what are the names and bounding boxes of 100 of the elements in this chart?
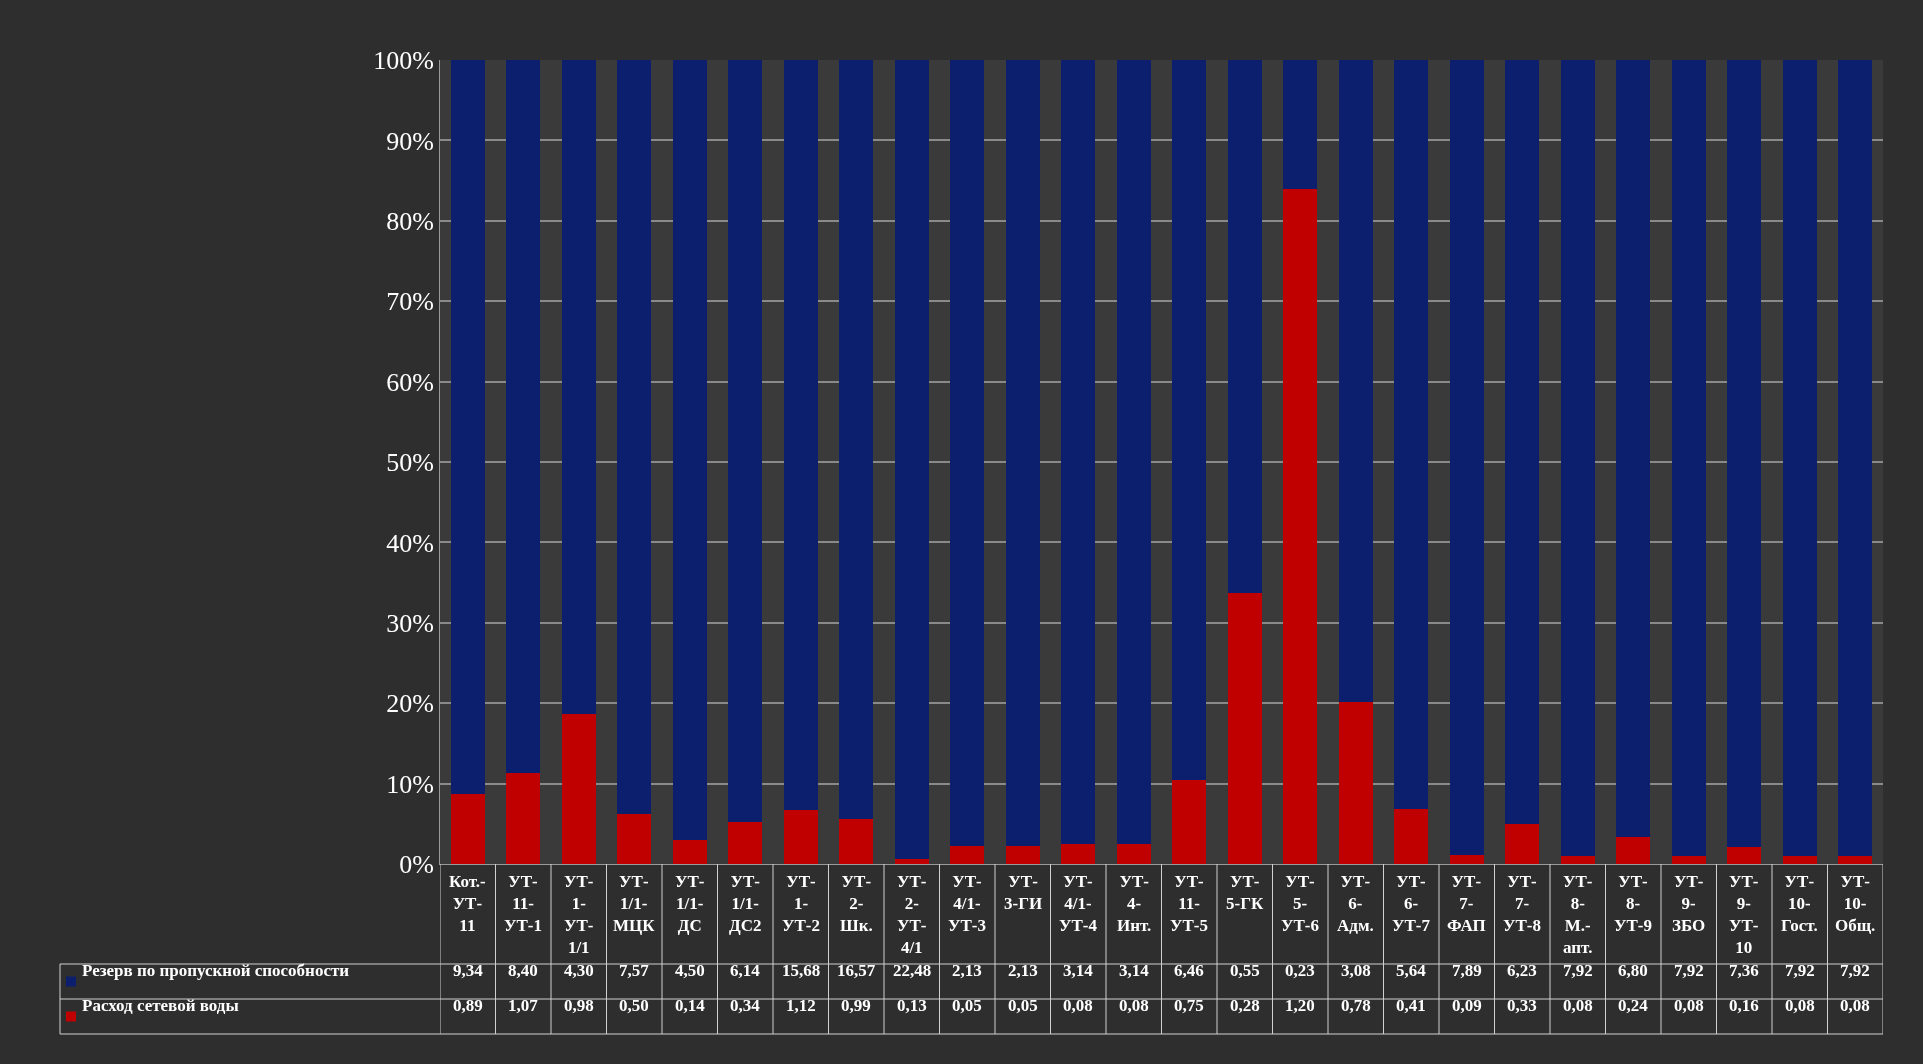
text: 15,68 — [782, 961, 821, 980]
text: 7,89 — [1452, 961, 1482, 980]
x-tick-label: УТ-1-УТ-1/1 — [564, 872, 594, 958]
bar — [728, 60, 763, 823]
text: 1,12 — [786, 996, 816, 1015]
x-tick-label: УТ-7-ФАП — [1447, 872, 1486, 936]
text: 1,20 — [1285, 996, 1315, 1015]
x-tick-label: УТ-4/1-УТ-3 — [948, 872, 986, 936]
text: 7,92 — [1563, 961, 1593, 980]
bar — [894, 859, 929, 864]
text: 3,14 — [1119, 961, 1150, 980]
text: 0,08 — [1119, 996, 1149, 1015]
bar — [1394, 60, 1429, 810]
bar — [839, 818, 874, 864]
text: 3,14 — [1063, 961, 1094, 980]
text: 4,50 — [675, 961, 705, 980]
x-tick-label: УТ-8-УТ-9 — [1614, 872, 1652, 936]
text: 0,14 — [675, 996, 706, 1015]
bar — [1671, 855, 1706, 864]
bar — [1283, 60, 1318, 190]
y-tick-label: 90% — [386, 126, 434, 156]
text: 3,08 — [1341, 961, 1371, 980]
bar — [1560, 855, 1595, 864]
bar — [1782, 60, 1817, 856]
x-tick-label: УТ-10-Общ. — [1835, 872, 1876, 936]
bar — [1505, 823, 1540, 864]
y-tick-label: 0% — [399, 850, 434, 880]
bar — [839, 60, 874, 819]
bar — [1394, 809, 1429, 864]
x-tick-label: УТ-5-ГК — [1226, 872, 1264, 914]
bar — [1061, 843, 1096, 864]
bar — [506, 60, 541, 774]
text: 0,08 — [1563, 996, 1593, 1015]
bar — [1449, 60, 1484, 856]
bar — [1172, 60, 1207, 781]
x-tick-label: УТ-4/1-УТ-4 — [1059, 872, 1098, 936]
text: 0,78 — [1341, 996, 1371, 1015]
x-tick-label: УТ-10-Гост. — [1781, 872, 1818, 936]
x-tick-label: УТ-11-УТ-5 — [1170, 872, 1208, 936]
text: 0,99 — [841, 996, 871, 1015]
text: 4,30 — [564, 961, 594, 980]
bar — [1227, 593, 1262, 864]
text: 0,08 — [1063, 996, 1093, 1015]
text: 0,05 — [1008, 996, 1038, 1015]
text: 0,16 — [1729, 996, 1759, 1015]
x-tick-label: УТ-1/1-ДС2 — [729, 872, 762, 936]
text: 0,08 — [1840, 996, 1870, 1015]
text: 0,13 — [897, 996, 927, 1015]
x-tick-label: УТ-11-УТ-1 — [504, 872, 542, 936]
text: 7,92 — [1785, 961, 1815, 980]
bar — [1782, 855, 1817, 864]
bar — [1449, 855, 1484, 864]
bar — [617, 60, 652, 815]
bar — [672, 60, 707, 840]
x-tick-label: УТ-3-ГИ — [1004, 872, 1043, 914]
text: 0,50 — [619, 996, 649, 1015]
text: 0,28 — [1230, 996, 1260, 1015]
bar — [950, 60, 985, 846]
text: 0,24 — [1618, 996, 1649, 1015]
bar — [1560, 60, 1595, 856]
y-tick-label: 50% — [386, 448, 434, 478]
text: 5,64 — [1396, 961, 1427, 980]
x-tick-label: УТ-1/1-ДС — [675, 872, 705, 936]
bar — [1616, 836, 1651, 864]
bar — [617, 814, 652, 864]
y-tick-label: 20% — [386, 689, 434, 719]
x-tick-label: УТ-9-УТ-10 — [1729, 872, 1759, 958]
bar — [1005, 60, 1040, 846]
y-tick-label: 30% — [386, 608, 434, 638]
text: 7,92 — [1674, 961, 1704, 980]
y-tick-label: 60% — [386, 367, 434, 397]
text: 0,89 — [453, 996, 483, 1015]
legend-label: Резерв по пропускной способности — [82, 961, 350, 980]
bar — [1838, 855, 1873, 864]
y-tick-label: 80% — [386, 206, 434, 236]
y-tick-label: 70% — [386, 287, 434, 317]
bar — [506, 773, 541, 864]
text: 1,07 — [508, 996, 539, 1015]
x-tick-label: УТ-2-Шк. — [840, 872, 873, 936]
text: 7,36 — [1729, 961, 1759, 980]
bar — [1172, 780, 1207, 864]
bar — [1227, 60, 1262, 594]
bar — [1727, 60, 1762, 848]
bar — [1116, 843, 1151, 864]
bar — [1338, 60, 1373, 702]
x-tick-label: Кот.-УТ-11 — [449, 872, 487, 936]
text: 6,23 — [1507, 961, 1537, 980]
text: 0,09 — [1452, 996, 1482, 1015]
bar — [450, 60, 485, 795]
bar — [561, 60, 596, 715]
text: 0,55 — [1230, 961, 1260, 980]
text: 0,33 — [1507, 996, 1537, 1015]
bar — [1727, 847, 1762, 864]
bar — [1838, 60, 1873, 856]
bar — [672, 839, 707, 864]
x-tick-label: УТ-5-УТ-6 — [1281, 872, 1319, 936]
x-tick-label: УТ-4-Инт. — [1117, 872, 1152, 936]
bar — [1671, 60, 1706, 856]
text: 7,57 — [619, 961, 650, 980]
x-tick-label: УТ-1-УТ-2 — [782, 872, 820, 936]
